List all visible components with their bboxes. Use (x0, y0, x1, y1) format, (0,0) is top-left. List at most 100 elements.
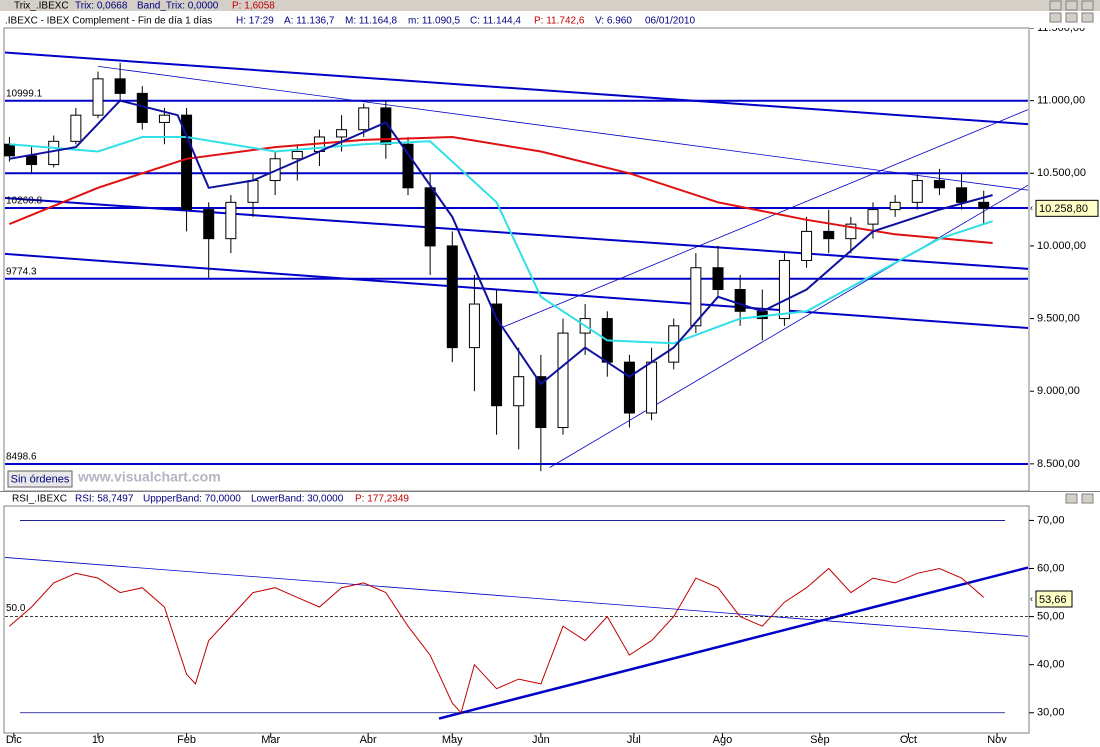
order-button[interactable] (7, 470, 73, 488)
level-label: 10260.8 (6, 196, 43, 207)
x-tick-label: May (442, 734, 463, 746)
moving-average (9, 99, 993, 386)
main-content: 10999.1 10260.8 9774.3 8498.6 (4, 51, 1029, 472)
candle-body (424, 187, 436, 247)
candle-body (535, 376, 547, 429)
y-tick-label: 8.500,00 (1037, 458, 1080, 470)
trend-line (4, 557, 1029, 637)
x-tick-label: 10 (92, 734, 104, 746)
quote-bar (0, 11, 1100, 28)
candle-body (358, 107, 370, 131)
candle-body (336, 129, 348, 138)
last-value-box (1035, 199, 1099, 217)
y-tick-label: 9.000,00 (1037, 385, 1080, 397)
maximize-button[interactable] (1065, 493, 1078, 504)
header-field: P: 177,2349 (355, 494, 409, 505)
trend-line (438, 566, 1029, 720)
y-tick-label: 60,00 (1037, 562, 1065, 574)
candle-body (158, 114, 170, 123)
candle-body (468, 303, 480, 349)
maximize-button[interactable] (1065, 0, 1078, 11)
candle-body (889, 201, 901, 211)
x-tick-label: Sep (810, 734, 830, 746)
rsi-line (9, 567, 985, 714)
watermark: www.visualchart.com (77, 469, 221, 485)
candle-body (247, 180, 259, 203)
header-field: Band_Trix: 0,0000 (137, 1, 219, 12)
header-field: RSI_.IBEXC (12, 494, 67, 505)
candle-body (867, 209, 879, 225)
trend-line (97, 65, 1029, 191)
candle-body (623, 361, 635, 414)
candle-body (911, 180, 923, 203)
x-tick-label: Jun (532, 734, 550, 746)
header-field: Trix: 0,0668 (75, 1, 128, 12)
indicator-bar (0, 0, 1100, 11)
x-tick-label: Dic (6, 734, 22, 746)
trend-line (4, 252, 1029, 330)
y-axis-main: 8.500,00 9.000,00 9.500,00 10.000,00 10.500,… (1030, 28, 1086, 470)
x-tick-label: Nov (987, 734, 1007, 746)
header-field: UppperBand: 70,0000 (143, 494, 241, 505)
candle-body (690, 267, 702, 327)
minimize-button[interactable] (1049, 0, 1062, 11)
y-tick-label: 9.500,00 (1037, 312, 1080, 324)
rsi-plot (3, 505, 1030, 734)
candle-body (734, 289, 746, 312)
midline-label: 50.0 (6, 603, 26, 614)
candle-body (70, 114, 82, 142)
candle-body (491, 303, 503, 407)
candle-body (845, 223, 857, 240)
header-field: H: 17:29 (236, 16, 274, 27)
close-button[interactable] (1081, 12, 1094, 23)
candle-body (557, 332, 569, 429)
candle-body (956, 187, 968, 203)
y-tick-label: 30,00 (1037, 707, 1065, 719)
candle-body (978, 201, 990, 209)
level-label: 10999.1 (6, 88, 43, 99)
candle-body (823, 230, 835, 240)
moving-average (9, 135, 993, 244)
candle-body (291, 150, 303, 160)
candle-body (181, 114, 193, 211)
last-value-arrow: ‹ (1030, 203, 1033, 213)
y-tick-label: 70,00 (1037, 514, 1065, 526)
x-tick-label: Mar (261, 734, 280, 746)
y-tick-label: 40,00 (1037, 659, 1065, 671)
candle-body (712, 267, 724, 291)
minimize-button[interactable] (1049, 12, 1062, 23)
last-value-box (1035, 590, 1073, 608)
x-tick-label: Abr (360, 734, 377, 746)
window-buttons (1049, 0, 1094, 504)
y-tick-label: 50,00 (1037, 611, 1065, 623)
header-field: V: 6.960 (595, 16, 632, 27)
candle-body (778, 259, 790, 320)
level-label: 8498.6 (6, 452, 37, 463)
last-value-label: 53,66 (1039, 594, 1067, 606)
maximize-button[interactable] (1065, 12, 1078, 23)
header-field: LowerBand: 30,0000 (251, 494, 344, 505)
candle-body (402, 143, 414, 189)
candle-body (48, 140, 60, 166)
close-button[interactable] (1081, 493, 1094, 504)
rsi-bar (0, 491, 1100, 506)
y-tick-label: 10.500,00 (1037, 167, 1086, 179)
header-field: C: 11.144,4 (470, 16, 521, 27)
header-field: M: 11.164,8 (345, 16, 398, 27)
candle-body (225, 201, 237, 240)
order-button-label[interactable]: Sin órdenes (11, 473, 70, 485)
moving-average (9, 136, 993, 345)
candle-body (26, 155, 38, 166)
order-button-group: Sin órdenes (7, 470, 73, 488)
close-button[interactable] (1081, 0, 1094, 11)
main-plot (3, 27, 1030, 492)
header-field: m: 11.090,5 (408, 16, 461, 27)
header-field: Trix_.IBEXC (14, 1, 69, 12)
header-field: .IBEXC - IBEX Complement - Fin de día 1 … (5, 16, 212, 27)
trend-line (4, 196, 1029, 270)
trend-line (496, 109, 1029, 331)
candle-body (513, 376, 525, 407)
candle-body (4, 143, 15, 157)
